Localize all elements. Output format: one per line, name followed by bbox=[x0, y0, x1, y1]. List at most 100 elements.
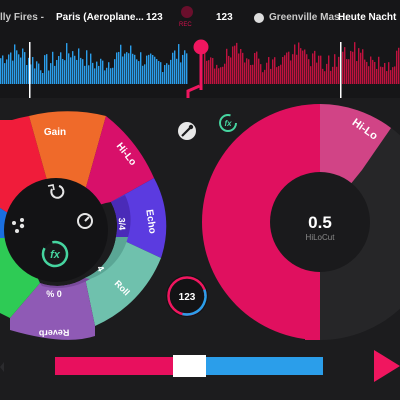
waveform-bar bbox=[128, 53, 130, 84]
waveform-bar bbox=[20, 57, 22, 84]
fx-pad-level-arc[interactable] bbox=[202, 104, 320, 340]
waveform-bar bbox=[40, 70, 42, 84]
waveform-bar bbox=[234, 45, 236, 84]
waveform-bar bbox=[84, 65, 86, 84]
waveform-bar bbox=[6, 59, 8, 84]
echo-beat-value[interactable]: 3/4 bbox=[117, 217, 127, 230]
sync-bpm-button[interactable]: 123 bbox=[163, 272, 210, 319]
waveform-bar bbox=[86, 50, 88, 84]
sync-bpm-value: 123 bbox=[179, 292, 196, 303]
waveform-bar bbox=[130, 45, 132, 84]
waveform-bar bbox=[396, 50, 398, 84]
waveform-bar bbox=[350, 50, 352, 84]
fx-segment-roll[interactable] bbox=[85, 237, 161, 326]
waveform-bar bbox=[292, 54, 294, 84]
roll-beat-value[interactable]: 4 bbox=[95, 264, 106, 273]
fx-pad-bottom-block bbox=[305, 258, 320, 340]
waveform-bar bbox=[264, 69, 266, 84]
waveform-bar bbox=[254, 52, 256, 84]
waveform-bar bbox=[218, 68, 220, 84]
waveform-bar bbox=[382, 67, 384, 84]
crossfader-right-track bbox=[205, 357, 323, 375]
waveform-bar bbox=[184, 50, 186, 84]
waveform-bar bbox=[336, 66, 338, 84]
waveform-bar bbox=[174, 50, 176, 84]
settings-icon[interactable] bbox=[178, 122, 196, 140]
mixer-stage: Gain Hi-Lo Echo Roll Reverb 3/4 4 % 0 fx bbox=[0, 104, 400, 340]
waveform-bar bbox=[88, 65, 90, 84]
waveform-bar bbox=[76, 59, 78, 84]
fx-wheel-inner-roll[interactable] bbox=[85, 237, 128, 279]
waveform-bar bbox=[300, 48, 302, 84]
waveform-bar bbox=[116, 52, 118, 84]
waveform-bar bbox=[230, 57, 232, 84]
waveform-bar bbox=[326, 63, 328, 84]
fx-segment-reverb[interactable] bbox=[10, 278, 95, 340]
waveform-bar bbox=[270, 68, 272, 84]
top-bar: lly Fires - Paris (Aeroplane... 123 REC … bbox=[0, 0, 400, 36]
waveform-bar bbox=[94, 68, 96, 84]
waveform-overview[interactable] bbox=[0, 36, 400, 98]
waveform-bar bbox=[162, 72, 164, 84]
waveform-bar bbox=[328, 55, 330, 84]
scatter-icon[interactable] bbox=[12, 218, 25, 233]
waveform-bar bbox=[136, 59, 138, 84]
waveform-bar bbox=[156, 59, 158, 84]
right-play-icon[interactable] bbox=[374, 350, 400, 382]
waveform-bar bbox=[334, 54, 336, 84]
waveform-bar bbox=[8, 54, 10, 84]
waveform-bar bbox=[244, 62, 246, 84]
fx-segment-gain[interactable] bbox=[29, 111, 106, 223]
gauge-icon[interactable] bbox=[77, 213, 93, 229]
fx-wheel-inner-echo[interactable] bbox=[111, 195, 131, 237]
left-cue-marker[interactable] bbox=[29, 42, 31, 98]
waveform-bar bbox=[108, 62, 110, 84]
left-play-icon[interactable] bbox=[0, 362, 4, 372]
fx-wheel-fx-button[interactable]: fx bbox=[39, 238, 72, 271]
right-deck-waveform bbox=[204, 42, 400, 84]
playhead-needle[interactable] bbox=[186, 39, 209, 99]
waveform-bar bbox=[30, 64, 32, 84]
fx-wheel-fx-badge: fx bbox=[50, 249, 61, 261]
record-icon bbox=[181, 6, 193, 18]
waveform-bar bbox=[98, 65, 100, 84]
crossfader[interactable] bbox=[55, 355, 323, 377]
waveform-bar bbox=[148, 54, 150, 84]
right-track-title[interactable]: Heute Nacht bbox=[338, 12, 397, 23]
waveform-bar bbox=[256, 51, 258, 84]
waveform-bar bbox=[348, 59, 350, 84]
waveform-bar bbox=[38, 63, 40, 84]
waveform-bar bbox=[4, 63, 6, 84]
waveform-bar bbox=[268, 57, 270, 84]
waveform-bar bbox=[180, 62, 182, 84]
waveform-bar bbox=[122, 56, 124, 84]
left-deck-waveform bbox=[0, 43, 188, 84]
waveform-bar bbox=[386, 71, 388, 84]
waveform-bar bbox=[376, 68, 378, 84]
crossfader-handle[interactable] bbox=[172, 355, 206, 377]
fx-wheel-inner-reverb[interactable] bbox=[40, 278, 90, 289]
right-deck-bpm[interactable]: 123 bbox=[216, 12, 233, 23]
left-deck-bpm[interactable]: 123 bbox=[146, 12, 163, 23]
waveform-bar bbox=[110, 68, 112, 84]
left-track-title[interactable]: Paris (Aeroplane... bbox=[56, 12, 144, 23]
fx-pad[interactable]: Hi-Lo 0.5 HiLoCut bbox=[202, 104, 400, 340]
reset-icon[interactable] bbox=[47, 184, 65, 199]
waveform-bar bbox=[36, 61, 38, 84]
waveform-bar bbox=[72, 51, 74, 84]
waveform-bar bbox=[394, 66, 396, 84]
waveform-bar bbox=[132, 53, 134, 84]
waveform-bar bbox=[60, 52, 62, 84]
waveform-bar bbox=[14, 44, 16, 84]
waveform-bar bbox=[152, 55, 154, 84]
waveform-bar bbox=[284, 55, 286, 84]
waveform-bar bbox=[70, 57, 72, 84]
reverb-amount-value[interactable]: % 0 bbox=[46, 289, 62, 299]
waveform-bar bbox=[236, 42, 238, 84]
fx-toggle-button[interactable]: fx bbox=[219, 114, 237, 132]
waveform-bar bbox=[52, 51, 54, 84]
waveform-bar bbox=[290, 60, 292, 84]
right-cue-marker[interactable] bbox=[340, 42, 342, 98]
waveform-bar bbox=[260, 64, 262, 84]
record-button[interactable]: REC bbox=[176, 6, 198, 32]
